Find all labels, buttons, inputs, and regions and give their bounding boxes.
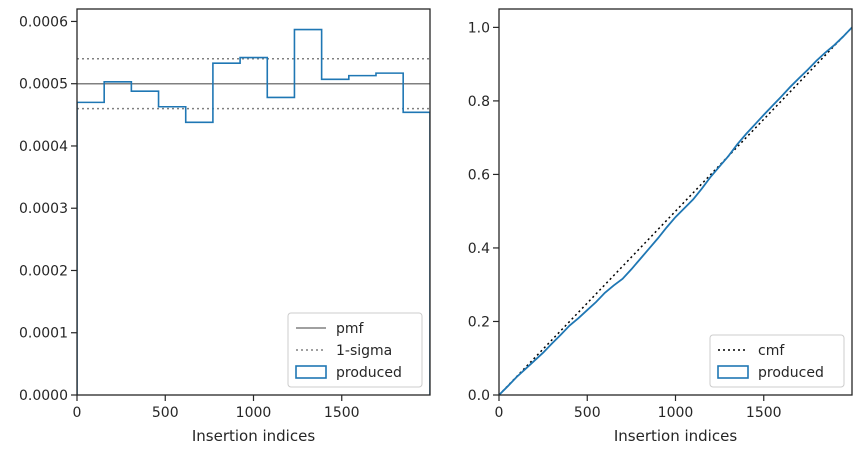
x-tick-label: 1000 [658,405,694,421]
y-tick-label: 0.0004 [19,139,68,155]
legend-label: 1-sigma [336,343,392,359]
legend: cmf produced [709,334,845,388]
y-tick-label: 0.0003 [19,201,68,217]
y-tick-label: 0.8 [468,94,490,110]
legend-label: cmf [758,343,785,359]
x-tick-label: 1500 [746,405,782,421]
axes-frame [498,8,853,396]
plot-area [77,28,430,395]
legend-handle-produced [717,365,749,379]
legend: pmf 1-sigma produced [287,312,423,388]
y-tick-label: 0.0 [468,388,490,404]
x-tick-label: 500 [574,405,601,421]
produced-line [499,26,852,395]
x-axis-label: Insertion indices [192,427,315,445]
x-tick-label: 1000 [236,405,272,421]
cmf-panel: 0 500 1000 1500 0.0 0.2 0.4 0.6 0.8 1.0 Insertion … [468,8,853,445]
x-tick-label: 1500 [324,405,360,421]
y-tick-label: 0.2 [468,314,490,330]
legend-box [709,334,845,388]
y-tick-label: 1.0 [468,20,490,36]
produced-histogram [77,28,430,395]
y-tick-label: 0.6 [468,167,490,183]
legend-handle-produced [295,365,327,379]
histogram-panel: 0 500 1000 1500 0.0000 0.0001 0.0002 0.0003 0.00… [19,8,431,445]
x-tick-label: 0 [73,405,82,421]
legend-label: pmf [336,321,365,337]
legend-label: produced [758,365,824,381]
x-axis-label: Insertion indices [614,427,737,445]
y-tick-label: 0.0000 [19,388,68,404]
y-tick-label: 0.0001 [19,326,68,342]
y-tick-label: 0.0006 [19,14,68,30]
x-tick-label: 500 [152,405,179,421]
legend-label: produced [336,365,402,381]
y-tick-label: 0.4 [468,241,490,257]
y-tick-label: 0.0005 [19,77,68,93]
legend-box [287,312,423,388]
x-tick-label: 0 [495,405,504,421]
axes-frame [76,8,431,396]
y-tick-label: 0.0002 [19,263,68,279]
plot-area [499,26,852,395]
